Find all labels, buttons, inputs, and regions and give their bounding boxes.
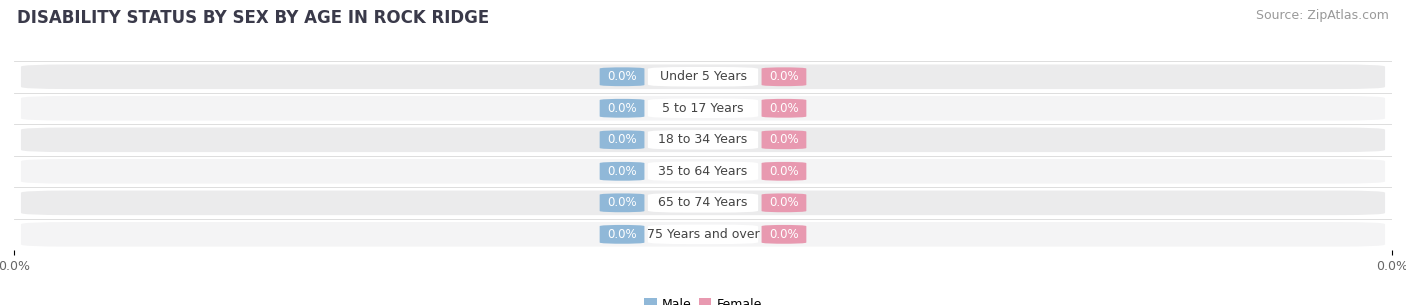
Text: Under 5 Years: Under 5 Years (659, 70, 747, 83)
Text: 0.0%: 0.0% (769, 133, 799, 146)
FancyBboxPatch shape (21, 127, 1385, 152)
Text: 0.0%: 0.0% (769, 228, 799, 241)
FancyBboxPatch shape (648, 162, 758, 181)
FancyBboxPatch shape (648, 130, 758, 149)
Text: 75 Years and over: 75 Years and over (647, 228, 759, 241)
FancyBboxPatch shape (21, 96, 1385, 120)
FancyBboxPatch shape (762, 225, 807, 244)
FancyBboxPatch shape (599, 193, 644, 212)
Text: 0.0%: 0.0% (607, 133, 637, 146)
FancyBboxPatch shape (762, 67, 807, 86)
FancyBboxPatch shape (21, 159, 1385, 184)
Text: Source: ZipAtlas.com: Source: ZipAtlas.com (1256, 9, 1389, 22)
FancyBboxPatch shape (762, 130, 807, 149)
Text: 65 to 74 Years: 65 to 74 Years (658, 196, 748, 209)
FancyBboxPatch shape (762, 193, 807, 212)
FancyBboxPatch shape (21, 64, 1385, 89)
FancyBboxPatch shape (599, 67, 644, 86)
Text: 0.0%: 0.0% (769, 70, 799, 83)
Text: 0.0%: 0.0% (607, 165, 637, 178)
Text: 0.0%: 0.0% (769, 165, 799, 178)
FancyBboxPatch shape (599, 162, 644, 181)
Text: 0.0%: 0.0% (607, 228, 637, 241)
Text: 18 to 34 Years: 18 to 34 Years (658, 133, 748, 146)
FancyBboxPatch shape (648, 99, 758, 118)
Legend: Male, Female: Male, Female (640, 293, 766, 305)
Text: 0.0%: 0.0% (607, 196, 637, 209)
FancyBboxPatch shape (21, 222, 1385, 247)
Text: 35 to 64 Years: 35 to 64 Years (658, 165, 748, 178)
FancyBboxPatch shape (762, 99, 807, 118)
FancyBboxPatch shape (599, 130, 644, 149)
Text: 0.0%: 0.0% (607, 102, 637, 115)
Text: 0.0%: 0.0% (769, 196, 799, 209)
Text: DISABILITY STATUS BY SEX BY AGE IN ROCK RIDGE: DISABILITY STATUS BY SEX BY AGE IN ROCK … (17, 9, 489, 27)
FancyBboxPatch shape (648, 67, 758, 87)
FancyBboxPatch shape (762, 162, 807, 181)
Text: 0.0%: 0.0% (607, 70, 637, 83)
Text: 0.0%: 0.0% (769, 102, 799, 115)
FancyBboxPatch shape (21, 191, 1385, 215)
FancyBboxPatch shape (599, 225, 644, 244)
FancyBboxPatch shape (648, 193, 758, 213)
Text: 5 to 17 Years: 5 to 17 Years (662, 102, 744, 115)
FancyBboxPatch shape (599, 99, 644, 118)
FancyBboxPatch shape (648, 224, 758, 244)
